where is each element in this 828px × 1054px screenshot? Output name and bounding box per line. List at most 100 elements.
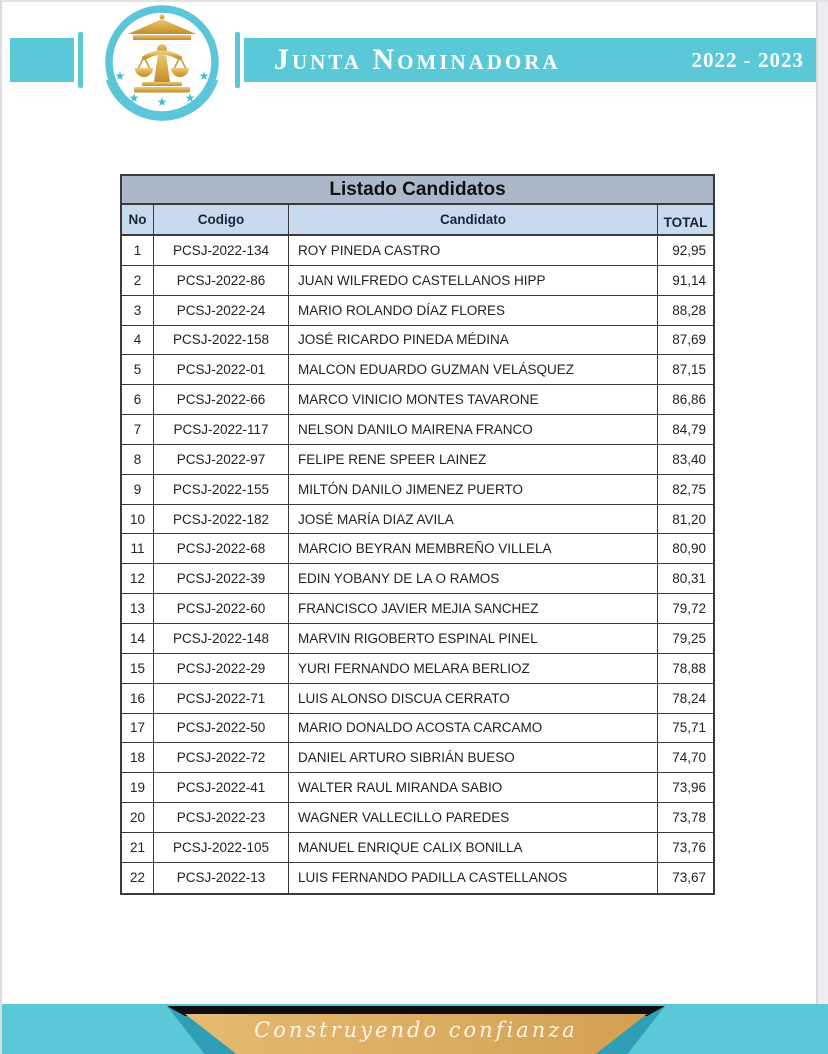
- cell-total: 78,24: [672, 690, 706, 706]
- table-row: 13 PCSJ-2022-60 FRANCISCO JAVIER MEJIA S…: [122, 594, 713, 624]
- cell-total: 73,96: [672, 780, 706, 796]
- cell-candidato: WAGNER VALLECILLO PAREDES: [289, 803, 658, 832]
- cell-no: 19: [122, 773, 154, 803]
- table-row: 8 PCSJ-2022-97 FELIPE RENE SPEER LAINEZ …: [122, 444, 713, 475]
- cell-candidato: MARVIN RIGOBERTO ESPINAL PINEL: [289, 623, 658, 653]
- table-row: 19 PCSJ-2022-41 WALTER RAUL MIRANDA SABI…: [122, 773, 713, 804]
- table-row: 2 PCSJ-2022-86 JUAN WILFREDO CASTELLANOS…: [122, 265, 713, 296]
- column-header-codigo: Codigo: [154, 205, 289, 234]
- cell-codigo: PCSJ-2022-60: [154, 594, 289, 623]
- cell-codigo: PCSJ-2022-117: [154, 415, 289, 444]
- cell-codigo: PCSJ-2022-29: [154, 653, 289, 683]
- cell-candidato: NELSON DANILO MAIRENA FRANCO: [289, 415, 658, 444]
- cell-codigo: PCSJ-2022-24: [154, 295, 289, 325]
- footer-banner: Construyendo confianza: [2, 1004, 828, 1054]
- scales-of-justice-icon: ★ ★ ★ ★ ★: [100, 2, 224, 126]
- cell-no: 6: [122, 385, 154, 415]
- cell-no: 11: [122, 534, 154, 564]
- cell-codigo: PCSJ-2022-182: [154, 504, 289, 534]
- cell-codigo: PCSJ-2022-105: [154, 832, 289, 862]
- table-row: 11 PCSJ-2022-68 MARCIO BEYRAN MEMBREÑO V…: [122, 534, 713, 565]
- column-header-candidato: Candidato: [289, 205, 658, 234]
- cell-total: 75,71: [672, 720, 706, 736]
- cell-candidato: MANUEL ENRIQUE CALIX BONILLA: [289, 832, 658, 862]
- svg-text:★: ★: [185, 91, 196, 105]
- cell-total: 87,15: [672, 362, 706, 378]
- cell-total: 73,67: [672, 870, 706, 886]
- table-row: 3 PCSJ-2022-24 MARIO ROLANDO DÍAZ FLORES…: [122, 295, 713, 326]
- cell-total: 79,25: [672, 630, 706, 646]
- header-divider-bar-right: [235, 32, 240, 88]
- cell-candidato: LUIS ALONSO DISCUA CERRATO: [289, 683, 658, 713]
- table-row: 22 PCSJ-2022-13 LUIS FERNANDO PADILLA CA…: [122, 862, 713, 893]
- svg-text:★: ★: [199, 69, 210, 83]
- cell-total: 86,86: [672, 392, 706, 408]
- table-row: 5 PCSJ-2022-01 MALCON EDUARDO GUZMAN VEL…: [122, 355, 713, 386]
- cell-no: 3: [122, 295, 154, 325]
- header-divider-bar-left: [78, 32, 83, 88]
- cell-no: 20: [122, 803, 154, 832]
- table-row: 18 PCSJ-2022-72 DANIEL ARTURO SIBRIÁN BU…: [122, 743, 713, 774]
- table-row: 12 PCSJ-2022-39 EDIN YOBANY DE LA O RAMO…: [122, 564, 713, 595]
- cell-total: 92,95: [672, 242, 706, 258]
- cell-total: 83,40: [672, 451, 706, 467]
- cell-candidato: JUAN WILFREDO CASTELLANOS HIPP: [289, 265, 658, 295]
- table-row: 10 PCSJ-2022-182 JOSÉ MARÍA DIAZ AVILA 8…: [122, 504, 713, 535]
- column-header-no: No: [122, 205, 154, 234]
- cell-codigo: PCSJ-2022-50: [154, 713, 289, 743]
- cell-candidato: MILTÓN DANILO JIMENEZ PUERTO: [289, 474, 658, 504]
- cell-total: 80,90: [672, 541, 706, 557]
- table-row: 1 PCSJ-2022-134 ROY PINEDA CASTRO 92,95: [122, 236, 713, 266]
- cell-total: 84,79: [672, 421, 706, 437]
- cell-codigo: PCSJ-2022-68: [154, 534, 289, 564]
- cell-candidato: FELIPE RENE SPEER LAINEZ: [289, 444, 658, 474]
- table-row: 4 PCSJ-2022-158 JOSÉ RICARDO PINEDA MÉDI…: [122, 325, 713, 356]
- table-row: 20 PCSJ-2022-23 WAGNER VALLECILLO PAREDE…: [122, 803, 713, 833]
- cell-candidato: JOSÉ RICARDO PINEDA MÉDINA: [289, 325, 658, 355]
- cell-no: 22: [122, 862, 154, 893]
- cell-candidato: JOSÉ MARÍA DIAZ AVILA: [289, 504, 658, 534]
- cell-codigo: PCSJ-2022-86: [154, 265, 289, 295]
- footer-slogan: Construyendo confianza: [254, 1018, 578, 1042]
- svg-text:★: ★: [115, 69, 126, 83]
- cell-candidato: FRANCISCO JAVIER MEJIA SANCHEZ: [289, 594, 658, 623]
- cell-candidato: DANIEL ARTURO SIBRIÁN BUESO: [289, 743, 658, 773]
- cell-total: 81,20: [672, 511, 706, 527]
- cell-candidato: MARIO DONALDO ACOSTA CARCAMO: [289, 713, 658, 743]
- cell-total: 87,69: [672, 332, 706, 348]
- cell-total: 73,76: [672, 839, 706, 855]
- cell-total: 79,72: [672, 601, 706, 617]
- cell-no: 2: [122, 265, 154, 295]
- cell-codigo: PCSJ-2022-97: [154, 444, 289, 474]
- period-label: 2022 - 2023: [691, 47, 804, 72]
- org-title: Junta Nominadora: [274, 43, 561, 76]
- cell-codigo: PCSJ-2022-72: [154, 743, 289, 773]
- cell-codigo: PCSJ-2022-39: [154, 564, 289, 594]
- cell-codigo: PCSJ-2022-23: [154, 803, 289, 832]
- page-edge-shadow: [816, 2, 828, 1004]
- cell-total: 88,28: [672, 302, 706, 318]
- cell-candidato: WALTER RAUL MIRANDA SABIO: [289, 773, 658, 803]
- cell-total: 78,88: [672, 660, 706, 676]
- cell-codigo: PCSJ-2022-41: [154, 773, 289, 803]
- cell-codigo: PCSJ-2022-66: [154, 385, 289, 415]
- cell-total: 80,31: [672, 571, 706, 587]
- cell-candidato: MARIO ROLANDO DÍAZ FLORES: [289, 295, 658, 325]
- cell-candidato: MARCO VINICIO MONTES TAVARONE: [289, 385, 658, 415]
- cell-total: 73,78: [672, 809, 706, 825]
- header-band: Junta Nominadora 2022 - 2023: [244, 38, 824, 82]
- cell-no: 1: [122, 236, 154, 265]
- cell-codigo: PCSJ-2022-01: [154, 355, 289, 385]
- table-header-row: No Codigo Candidato TOTAL: [122, 205, 713, 236]
- table-row: 15 PCSJ-2022-29 YURI FERNANDO MELARA BER…: [122, 653, 713, 684]
- cell-no: 12: [122, 564, 154, 594]
- cell-no: 17: [122, 713, 154, 743]
- table-row: 21 PCSJ-2022-105 MANUEL ENRIQUE CALIX BO…: [122, 832, 713, 863]
- table-row: 14 PCSJ-2022-148 MARVIN RIGOBERTO ESPINA…: [122, 623, 713, 654]
- cell-candidato: LUIS FERNANDO PADILLA CASTELLANOS: [289, 862, 658, 893]
- cell-no: 9: [122, 474, 154, 504]
- table-row: 17 PCSJ-2022-50 MARIO DONALDO ACOSTA CAR…: [122, 713, 713, 744]
- table-row: 9 PCSJ-2022-155 MILTÓN DANILO JIMENEZ PU…: [122, 474, 713, 505]
- cell-no: 4: [122, 325, 154, 355]
